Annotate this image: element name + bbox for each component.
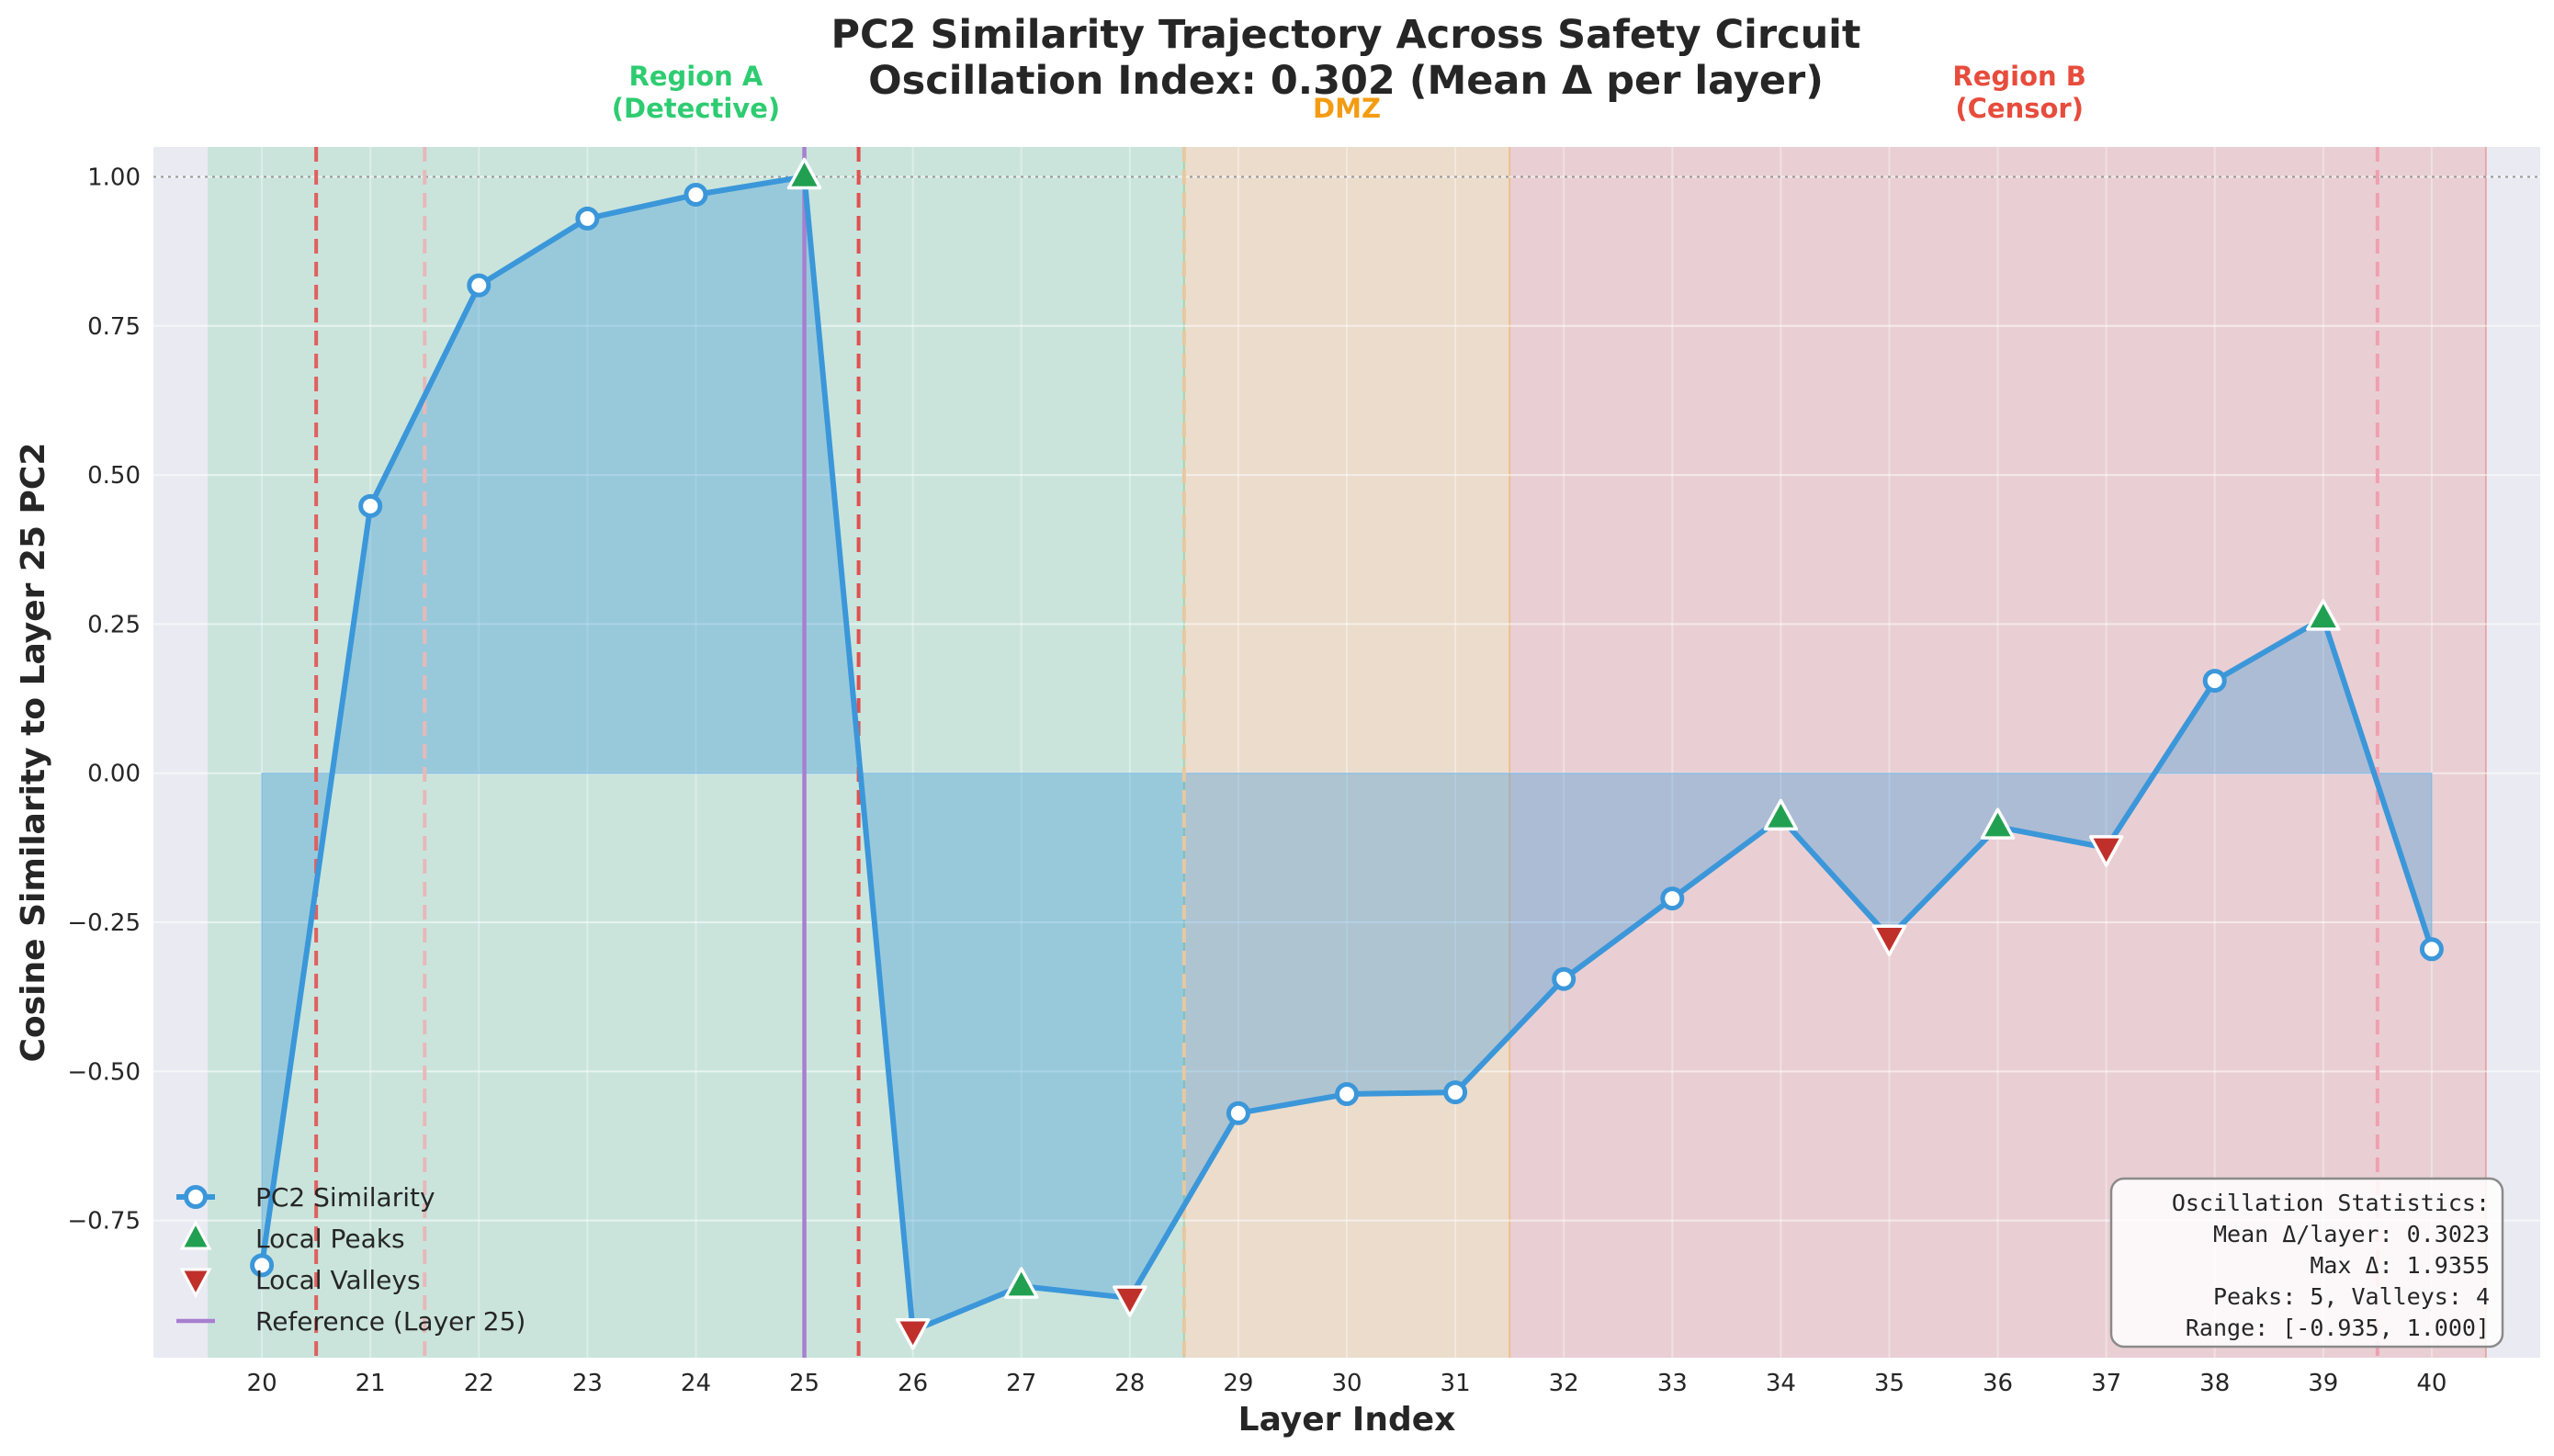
legend-label: Reference (Layer 25): [255, 1306, 525, 1337]
x-tick-label: 31: [1441, 1370, 1471, 1397]
peak-marker-36: [1980, 807, 2016, 840]
x-tick-label: 30: [1331, 1370, 1362, 1397]
y-tick-label: 0.50: [87, 462, 141, 490]
y-axis-label: Cosine Similarity to Layer 25 PC2: [15, 443, 52, 1063]
x-tick-label: 33: [1657, 1370, 1688, 1397]
x-tick-label: 40: [2416, 1370, 2447, 1397]
stats-line: Max Δ: 1.9355: [2310, 1252, 2490, 1279]
region-label-0: (Detective): [612, 93, 780, 124]
stats-line: Oscillation Statistics:: [2172, 1190, 2490, 1216]
stats-line: Mean Δ/layer: 0.3023: [2213, 1221, 2490, 1247]
valley-marker-28: [1113, 1285, 1147, 1317]
data-point-24: [684, 182, 708, 207]
data-point-23: [575, 206, 600, 231]
legend: PC2 Similarity Local Peaks Local Valleys Re…: [176, 1182, 525, 1337]
legend-circle-swatch: [184, 1185, 208, 1209]
valley-marker-35: [1871, 924, 1907, 957]
region-band-2: [1509, 147, 2486, 1358]
axis-ticks: −0.75 −0.50 −0.25 0.00 0.25 0.50 0.75 1.00 20 21 2…: [67, 164, 2447, 1397]
region-band-1: [1183, 147, 1510, 1358]
chart-labels: PC2 Similarity Trajectory Across Safety …: [15, 12, 2086, 1439]
peak-marker-34: [1763, 798, 1799, 831]
x-tick-label: 28: [1114, 1370, 1145, 1397]
data-point-40: [2419, 937, 2444, 962]
stats-line: Peaks: 5, Valleys: 4: [2213, 1283, 2490, 1310]
y-tick-label: 0.00: [87, 761, 141, 788]
region-label-2: (Censor): [1955, 93, 2084, 124]
data-point-33: [1660, 886, 1685, 911]
region-label-1: DMZ: [1313, 93, 1381, 124]
x-tick-label: 22: [464, 1370, 494, 1397]
legend-peak-swatch: [179, 1219, 212, 1250]
region-label-2: Region B: [1952, 61, 2085, 92]
data-point-31: [1443, 1080, 1468, 1105]
x-tick-label: 35: [1874, 1370, 1904, 1397]
peak-marker-39: [2306, 599, 2341, 631]
valley-marker-26: [895, 1318, 931, 1350]
y-tick-label: 1.00: [87, 164, 141, 191]
stats-box: Oscillation Statistics: Mean Δ/layer: 0.3…: [2109, 1177, 2504, 1349]
data-point-32: [1552, 966, 1576, 991]
peak-marker-27: [1003, 1267, 1039, 1299]
y-tick-label: 0.75: [87, 313, 141, 341]
x-tick-label: 20: [247, 1370, 277, 1397]
y-tick-label: −0.25: [67, 909, 141, 937]
x-tick-label: 25: [789, 1370, 819, 1397]
x-tick-label: 23: [572, 1370, 603, 1397]
y-tick-label: −0.50: [67, 1058, 141, 1086]
y-tick-label: 0.25: [87, 611, 141, 638]
data-point-21: [358, 493, 383, 518]
data-point-20: [250, 1253, 275, 1278]
stats-line: Range: [-0.935, 1.000]: [2186, 1315, 2490, 1341]
data-point-30: [1335, 1082, 1359, 1107]
x-tick-label: 38: [2199, 1370, 2230, 1397]
x-tick-label: 29: [1223, 1370, 1253, 1397]
x-tick-label: 24: [681, 1370, 711, 1397]
region-label-0: Region A: [629, 61, 763, 92]
peak-marker-25: [786, 157, 822, 190]
data-point-29: [1226, 1100, 1250, 1125]
legend-label: PC2 Similarity: [255, 1182, 435, 1213]
legend-valley-swatch: [179, 1268, 212, 1299]
stats-box-frame: [2109, 1177, 2504, 1349]
x-tick-label: 32: [1549, 1370, 1579, 1397]
plot-area: [153, 147, 2540, 1358]
x-tick-label: 36: [1983, 1370, 2013, 1397]
data-markers: [250, 157, 2444, 1350]
legend-label: Local Valleys: [255, 1265, 421, 1295]
x-tick-label: 37: [2091, 1370, 2121, 1397]
gridlines: [153, 147, 2540, 1358]
x-tick-label: 27: [1006, 1370, 1036, 1397]
x-tick-label: 39: [2308, 1370, 2338, 1397]
chart-title: PC2 Similarity Trajectory Across Safety …: [831, 12, 1861, 58]
data-point-22: [467, 273, 492, 298]
valley-marker-37: [2088, 835, 2124, 867]
x-axis-label: Layer Index: [1238, 1401, 1456, 1439]
legend-label: Local Peaks: [255, 1224, 405, 1254]
region-shading: [208, 147, 2487, 1358]
data-point-38: [2202, 669, 2227, 694]
region-band-0: [208, 147, 1184, 1358]
x-tick-label: 26: [898, 1370, 928, 1397]
y-tick-label: −0.75: [67, 1208, 141, 1236]
chart-subtitle: Oscillation Index: 0.302 (Mean Δ per lay…: [868, 58, 1824, 104]
x-tick-label: 21: [356, 1370, 386, 1397]
x-tick-label: 34: [1766, 1370, 1796, 1397]
